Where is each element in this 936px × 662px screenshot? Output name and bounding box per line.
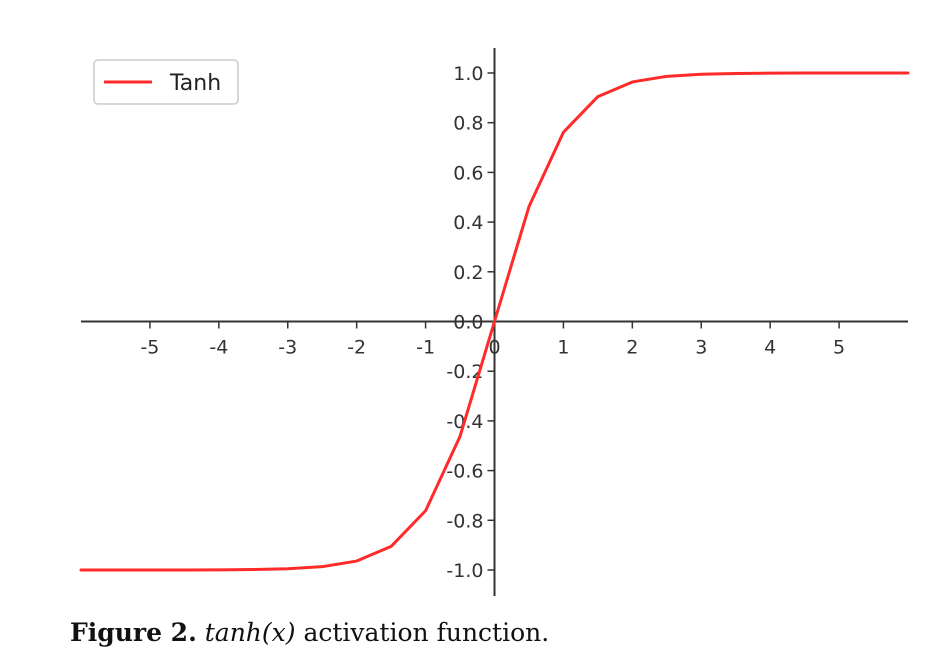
figure-caption: Figure 2. tanh(x) activation function. [70,618,549,647]
caption-math: tanh(x) [204,618,296,647]
caption-label: Figure 2. [70,618,197,647]
y-tick-label: -0.2 [446,361,483,383]
series-layer [79,71,910,572]
caption-text: activation function. [303,618,550,647]
y-tick-label: 1.0 [453,63,483,85]
legend: Tanh [93,59,239,105]
x-tick-label: 5 [833,337,845,359]
x-tick-label: 3 [695,337,707,359]
tick-marks [149,72,840,571]
y-tick-label: 0.4 [453,212,483,234]
y-tick-label: -0.6 [446,461,483,483]
series-line-tanh [79,71,910,572]
y-tick-label: 0.8 [453,113,483,135]
y-tick-label: 0.0 [453,312,483,334]
x-tick-label: 4 [764,337,776,359]
x-tick-label: 1 [557,337,569,359]
x-tick-label: 2 [626,337,638,359]
tick-labels: -5 -4 -3 -2 -1 0 1 2 3 4 5-1.0-0.8-0.6-0.4-0.20.00… [140,63,845,582]
x-tick-label: 0 [488,337,500,359]
y-tick-label: 0.6 [453,162,483,184]
tanh-chart: -5 -4 -3 -2 -1 0 1 2 3 4 5-1.0-0.8-0.6-0.4-0.20.00… [79,48,910,596]
x-tick-label: -4 [209,337,228,359]
y-tick-label: -0.8 [446,510,483,532]
x-tick-label: -2 [347,337,366,359]
legend-box [93,59,239,105]
x-tick-label: -3 [278,337,297,359]
legend-label-tanh: Tanh [169,71,221,96]
x-tick-label: -1 [416,337,435,359]
y-tick-label: -1.0 [446,560,483,582]
x-tick-label: -5 [140,337,159,359]
y-tick-label: 0.2 [453,262,483,284]
